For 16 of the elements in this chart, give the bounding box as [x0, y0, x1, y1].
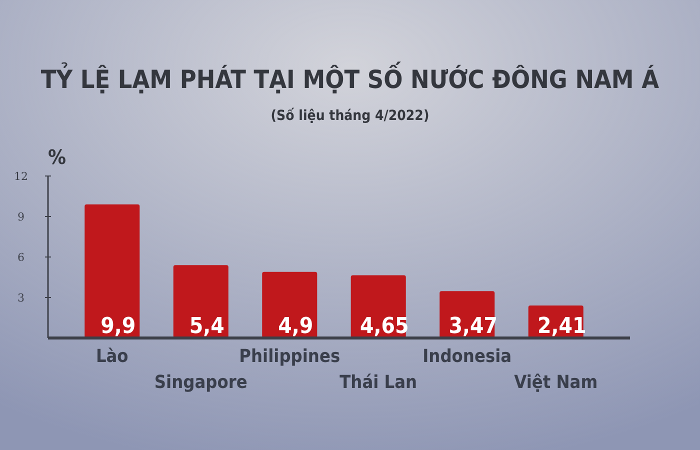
y-tick-label: 9: [18, 210, 24, 224]
x-tick-label: Việt Nam: [514, 372, 598, 393]
x-tick-label: Singapore: [154, 372, 248, 393]
y-tick-label: 6: [18, 251, 24, 264]
y-axis-title: %: [48, 145, 66, 169]
x-tick-label: Thái Lan: [340, 372, 418, 393]
y-tick-label: 3: [18, 292, 24, 304]
x-tick-label: Philippines: [239, 346, 340, 367]
x-tick-label: Indonesia: [422, 346, 512, 367]
data-label: 4,9: [278, 314, 314, 339]
chart-title: TỶ LỆ LẠM PHÁT TẠI MỘT SỐ NƯỚC ĐÔNG NAM Á: [40, 61, 660, 94]
chart-subtitle: (Số liệu tháng 4/2022): [270, 107, 430, 124]
x-tick-label: Lào: [96, 346, 128, 367]
y-tick-label: 12: [14, 170, 28, 183]
data-label: 9,9: [100, 314, 136, 339]
data-label: 5,4: [189, 314, 224, 339]
